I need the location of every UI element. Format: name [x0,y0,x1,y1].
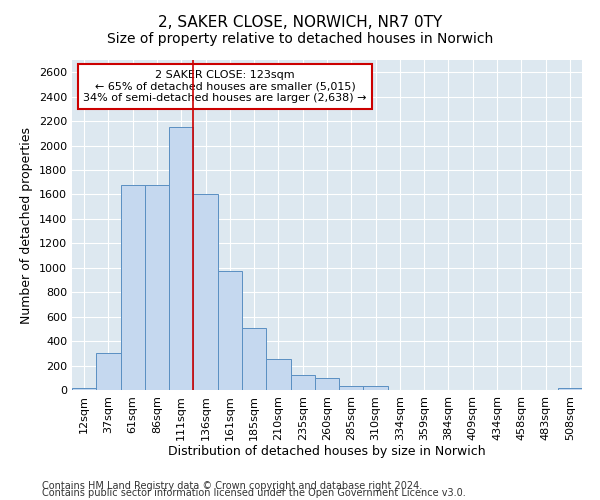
Bar [266,359,290,390]
Bar [339,386,364,390]
Bar [72,388,96,390]
Bar [218,271,242,390]
Bar [145,184,169,390]
Bar [169,127,193,390]
Bar [121,184,145,390]
Text: 2 SAKER CLOSE: 123sqm
← 65% of detached houses are smaller (5,015)
34% of semi-d: 2 SAKER CLOSE: 123sqm ← 65% of detached … [83,70,367,103]
Text: Contains public sector information licensed under the Open Government Licence v3: Contains public sector information licen… [42,488,466,498]
Y-axis label: Number of detached properties: Number of detached properties [20,126,34,324]
Text: Contains HM Land Registry data © Crown copyright and database right 2024.: Contains HM Land Registry data © Crown c… [42,481,422,491]
Text: 2, SAKER CLOSE, NORWICH, NR7 0TY: 2, SAKER CLOSE, NORWICH, NR7 0TY [158,15,442,30]
X-axis label: Distribution of detached houses by size in Norwich: Distribution of detached houses by size … [168,446,486,458]
Bar [364,386,388,390]
Bar [290,376,315,390]
Bar [558,388,582,390]
Bar [242,328,266,390]
Bar [315,378,339,390]
Bar [96,354,121,390]
Bar [193,194,218,390]
Text: Size of property relative to detached houses in Norwich: Size of property relative to detached ho… [107,32,493,46]
